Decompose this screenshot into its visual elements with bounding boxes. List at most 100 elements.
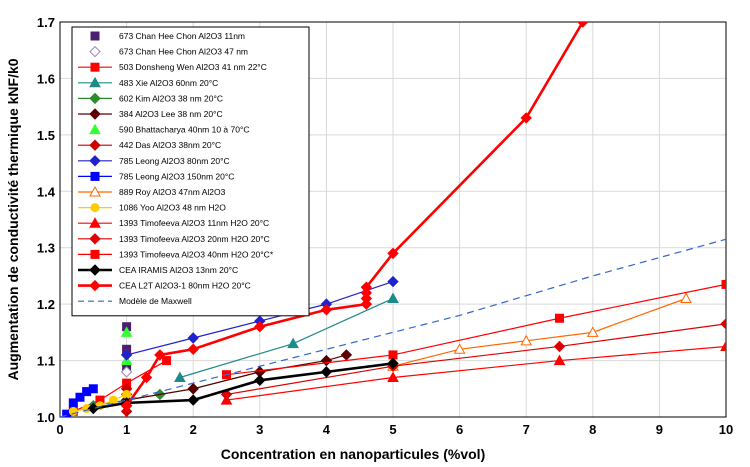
legend-item: 673 Chan Hee Chon Al2O3 11nm xyxy=(90,31,245,41)
legend-item: 673 Chan Hee Chon Al2O3 47 nm xyxy=(89,45,248,58)
plot-series-group xyxy=(60,22,726,417)
legend-label: 483 Xie Al2O3 60nm 20°C xyxy=(119,78,218,88)
x-tick-label: 10 xyxy=(719,422,733,437)
legend-label: 1393 Timofeeva Al2O3 20nm H2O 20°C xyxy=(119,234,270,244)
series-12 xyxy=(220,340,726,405)
legend-box xyxy=(71,26,310,317)
legend-label: 889 Roy Al2O3 47nm Al2O3 xyxy=(119,187,226,197)
legend-item: CEA L2T Al2O3-1 80nm H2O 20°C xyxy=(78,279,251,292)
legend-label: 384 Al2O3 Lee 38 nm 20°C xyxy=(119,109,223,119)
legend-item: 442 Das Al2O3 38nm 20°C xyxy=(78,139,221,151)
legend-item: 590 Bhattacharya 40nm 10 à 70°C xyxy=(89,123,250,135)
legend-marker xyxy=(89,123,101,135)
data-point xyxy=(360,281,373,293)
data-point xyxy=(721,279,726,289)
y-tick-label: 1.5 xyxy=(37,128,55,143)
legend-item: 1393 Timofeeva Al2O3 40nm H2O 20°C* xyxy=(78,249,274,259)
series-11 xyxy=(68,389,132,416)
y-tick-label: 1.0 xyxy=(37,410,55,425)
legend-marker xyxy=(89,76,101,88)
legend-label: Modèle de Maxwell xyxy=(119,296,192,306)
legend-item: 1393 Timofeeva Al2O3 20nm H2O 20°C xyxy=(78,233,270,245)
data-point xyxy=(120,326,133,337)
legend-item: 1086 Yoo Al2O3 48 nm H2O xyxy=(78,203,226,213)
legend-label: 673 Chan Hee Chon Al2O3 11nm xyxy=(119,31,245,41)
data-point xyxy=(287,337,299,349)
data-point xyxy=(320,304,333,316)
legend-marker xyxy=(90,249,100,259)
legend-label: 1393 Timofeeva Al2O3 40nm H2O 20°C* xyxy=(119,249,274,259)
legend-item: 602 Kim Al2O3 38 nm 20°C xyxy=(78,92,223,105)
legend-label: 785 Leong Al2O3 150nm 20°C xyxy=(119,171,234,181)
y-tick-label: 1.7 xyxy=(37,15,55,30)
y-tick-label: 1.3 xyxy=(37,241,55,256)
legend-item: 1393 Timofeeva Al2O3 11nm H2O 20°C xyxy=(78,217,269,228)
legend-label: CEA L2T Al2O3-1 80nm H2O 20°C xyxy=(119,281,251,291)
legend-label: 503 Donsheng Wen Al2O3 41 nm 22°C xyxy=(119,62,267,72)
data-point xyxy=(553,340,566,353)
data-point xyxy=(187,343,199,355)
data-point xyxy=(387,292,399,303)
y-tick-label: 1.2 xyxy=(37,297,55,312)
data-point xyxy=(75,392,85,402)
legend-label: 590 Bhattacharya 40nm 10 à 70°C xyxy=(119,125,250,135)
series-line xyxy=(93,362,394,410)
legend-item: 785 Leong Al2O3 80nm 20°C xyxy=(78,155,230,167)
legend-marker xyxy=(89,92,101,105)
data-point xyxy=(320,366,333,378)
series-line xyxy=(226,323,726,396)
data-point xyxy=(387,247,399,260)
legend-marker xyxy=(90,62,100,72)
data-point xyxy=(720,340,726,351)
legend: 673 Chan Hee Chon Al2O3 11nm 673 Chan Hee… xyxy=(71,26,310,317)
x-tick-label: 9 xyxy=(656,422,663,437)
data-point xyxy=(387,275,399,288)
data-point xyxy=(553,354,566,366)
legend-marker xyxy=(89,217,101,228)
data-point xyxy=(453,343,466,354)
data-point xyxy=(108,395,118,405)
legend-marker xyxy=(89,185,101,197)
legend-item: CEA IRAMIS Al2O3 13nm 20°C xyxy=(78,264,238,276)
data-point xyxy=(720,318,726,330)
data-point xyxy=(254,374,266,387)
data-point xyxy=(520,334,533,346)
data-point xyxy=(577,22,589,28)
legend-label: 1086 Yoo Al2O3 48 nm H2O xyxy=(119,203,226,213)
data-point xyxy=(254,321,266,333)
data-point xyxy=(162,356,172,366)
data-point xyxy=(187,383,199,395)
legend-marker xyxy=(89,45,101,58)
data-point xyxy=(387,357,399,370)
legend-marker xyxy=(89,108,101,120)
legend-marker xyxy=(90,203,100,213)
legend-marker xyxy=(89,264,101,276)
data-point xyxy=(680,292,692,303)
data-point xyxy=(140,371,153,384)
data-point xyxy=(187,332,199,344)
data-point xyxy=(187,394,199,406)
data-point xyxy=(555,313,564,323)
data-point xyxy=(174,371,186,382)
legend-label: 602 Kim Al2O3 38 nm 20°C xyxy=(119,93,223,103)
x-tick-label: 2 xyxy=(190,422,197,437)
series-line xyxy=(226,345,726,401)
x-tick-label: 4 xyxy=(323,422,331,437)
legend-label: 785 Leong Al2O3 80nm 20°C xyxy=(119,156,230,166)
series-line xyxy=(226,283,726,376)
data-point xyxy=(87,402,100,415)
data-point xyxy=(520,112,532,124)
legend-item: 889 Roy Al2O3 47nm Al2O3 xyxy=(78,185,226,197)
series-3 xyxy=(174,292,399,382)
plot-frame xyxy=(59,21,727,418)
legend-marker xyxy=(89,155,101,167)
legend-item: 384 Al2O3 Lee 38 nm 20°C xyxy=(78,108,223,120)
legend-label: 1393 Timofeeva Al2O3 11nm H2O 20°C xyxy=(119,218,269,228)
x-tick-label: 8 xyxy=(589,422,596,437)
x-tick-label: 3 xyxy=(256,422,263,437)
legend-marker xyxy=(89,139,101,151)
data-point xyxy=(586,326,599,337)
legend-label: CEA IRAMIS Al2O3 13nm 20°C xyxy=(119,265,238,275)
series-line xyxy=(60,238,726,417)
